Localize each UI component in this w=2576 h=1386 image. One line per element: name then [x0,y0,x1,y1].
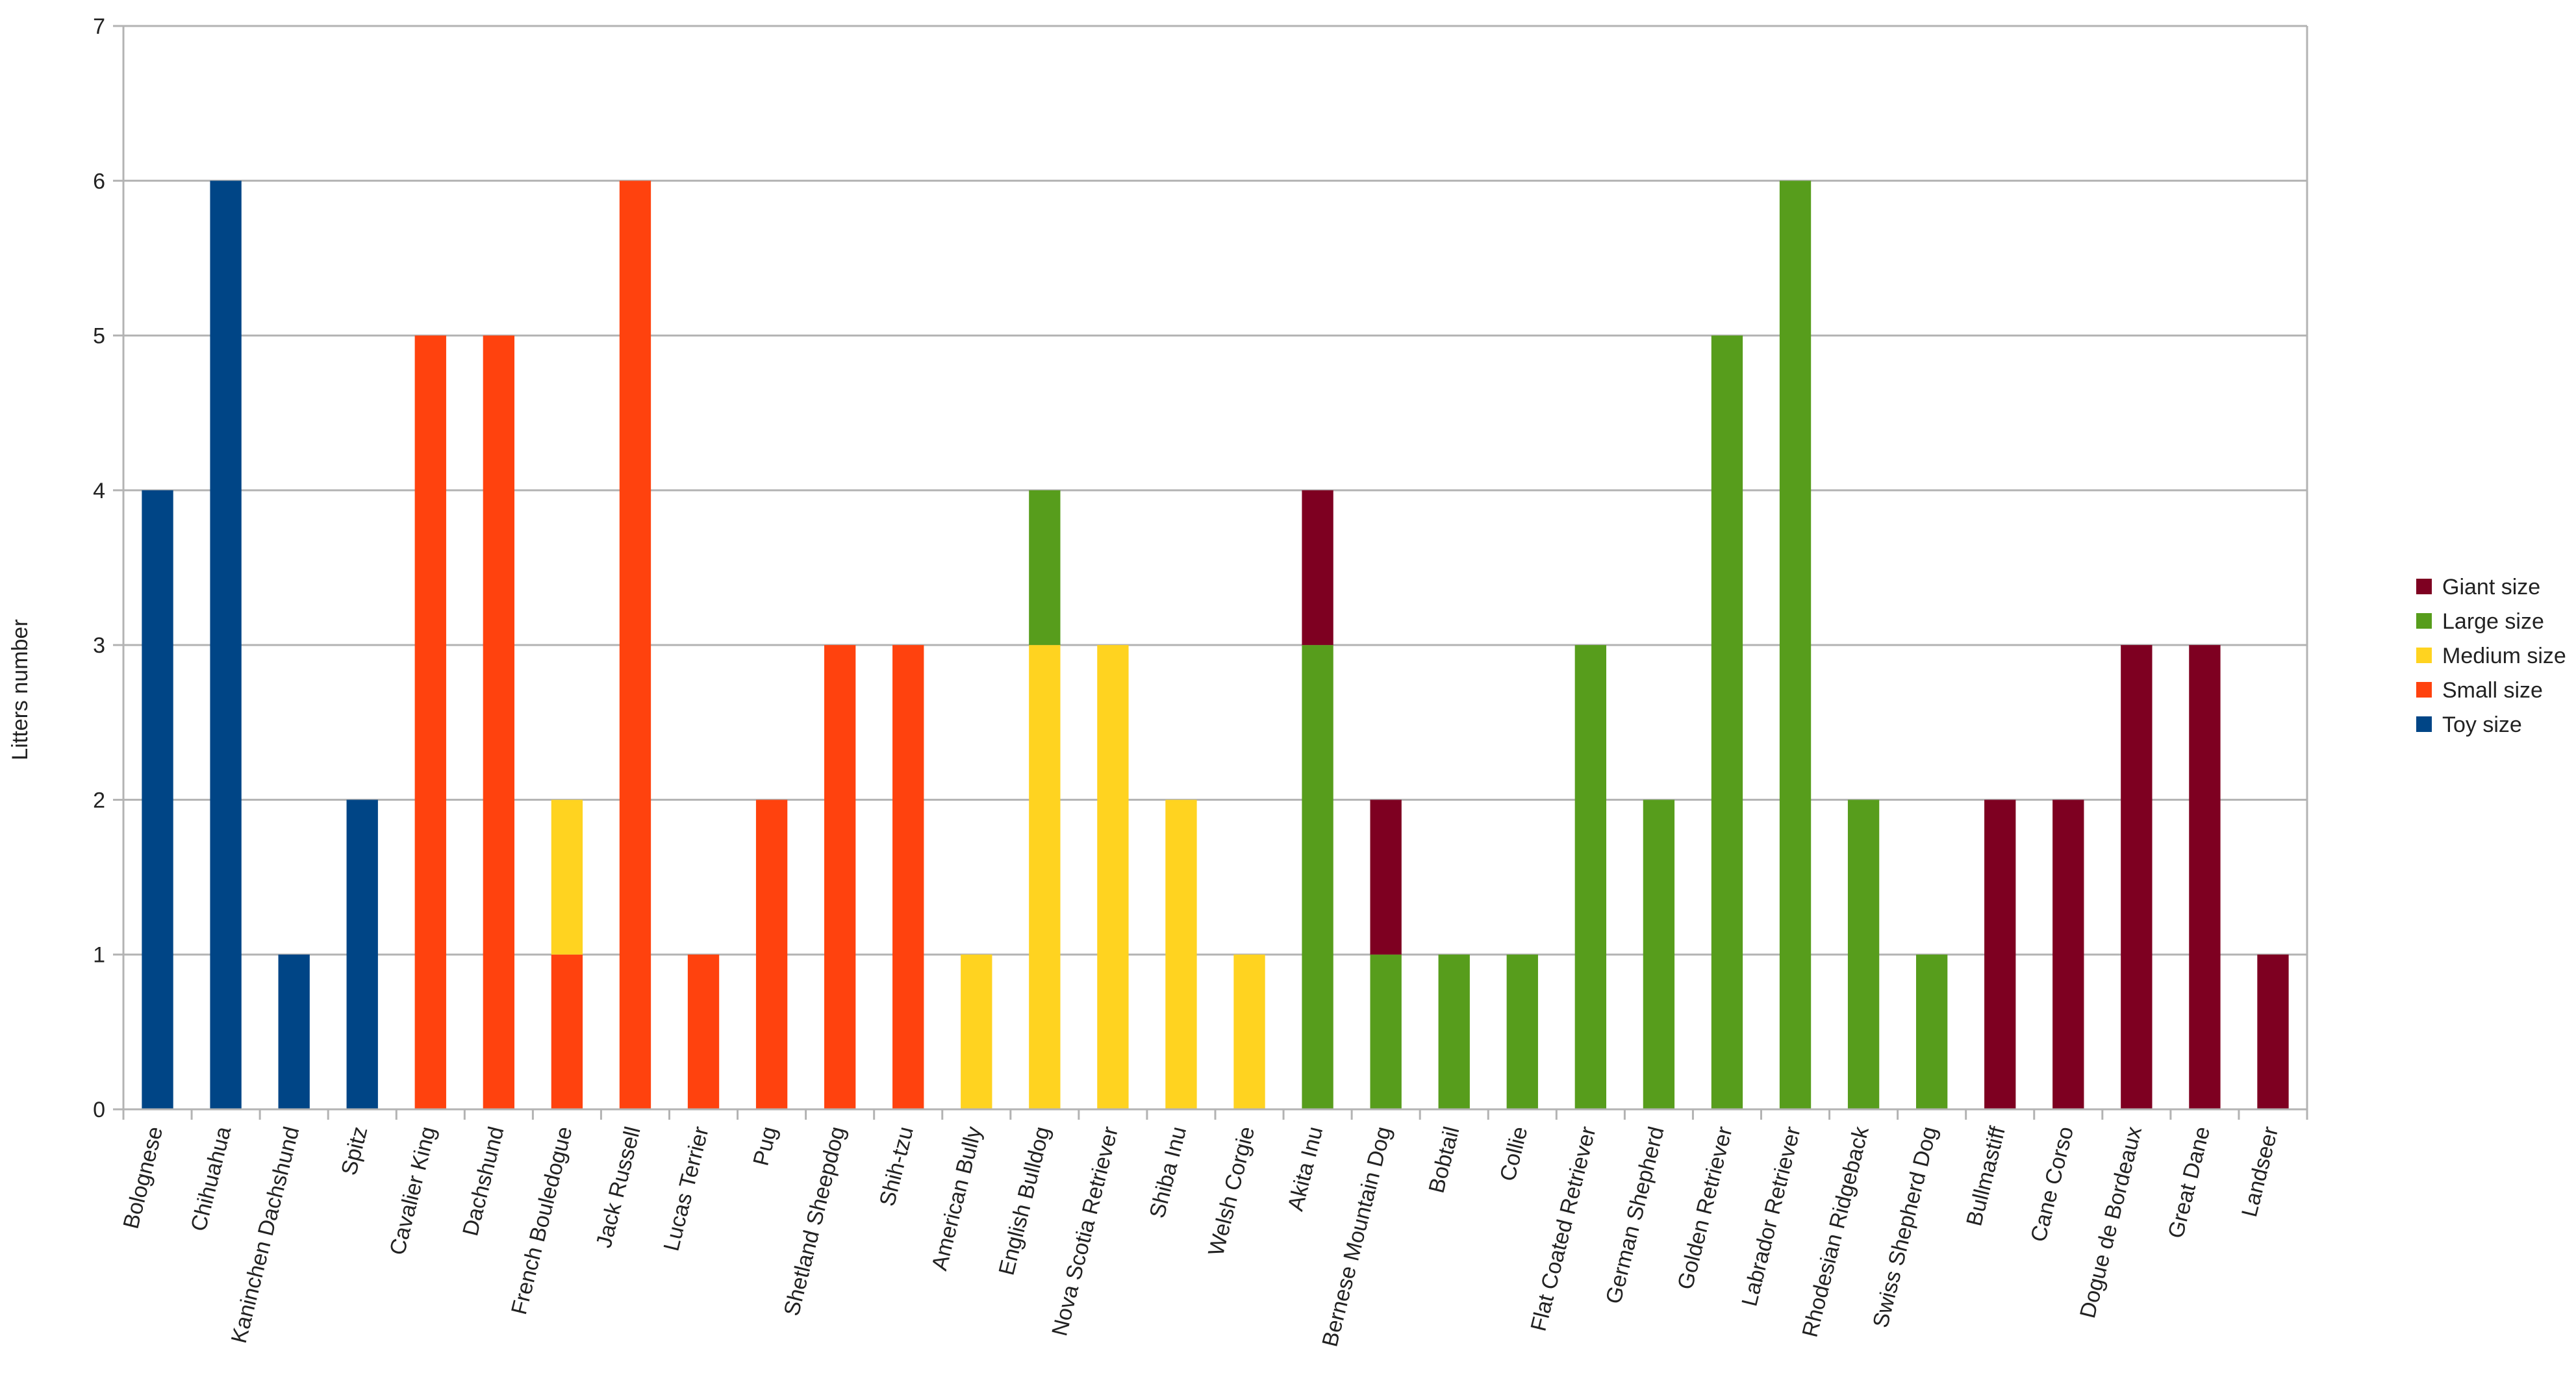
bar-segment [210,181,242,1110]
bar-segment [1302,645,1333,1109]
bar-segment [755,800,788,1109]
bar-segment [483,335,515,1109]
bar-segment [1779,181,1812,1110]
bar-segment [346,800,378,1109]
legend: Giant size Large size Medium size Small siz… [2416,575,2566,737]
legend-label: Toy size [2442,712,2522,737]
bar-segment [687,954,720,1109]
axes [122,26,2308,1120]
y-tick-label: 0 [93,1098,105,1122]
bar-segment [619,181,651,1110]
legend-swatch [2416,579,2432,594]
bar-segment [961,954,992,1109]
bar-segment [1643,800,1675,1109]
bar-segment [2052,800,2084,1109]
bar-segment [1029,645,1061,1109]
y-tick-label: 6 [93,169,105,194]
bar-segment [1097,645,1129,1109]
y-tick-labels: 0 1 2 3 4 5 6 7 [93,14,105,1122]
legend-label: Small size [2442,678,2543,703]
y-tick-label: 4 [93,479,105,503]
y-axis-title: Litters number [8,619,32,760]
bar-segment [892,645,924,1109]
bar-segment [278,954,310,1109]
bar-segment [1233,954,1265,1109]
legend-swatch [2416,716,2432,732]
bar-segment [1370,800,1402,955]
legend-swatch [2416,648,2432,663]
bar-segment [1506,954,1538,1109]
bar-segment [1438,954,1470,1109]
legend-label: Giant size [2442,575,2540,599]
bar-segment [1165,800,1197,1109]
bar-segment [414,335,446,1109]
bar-segment [824,645,856,1109]
y-tick-label: 7 [93,14,105,39]
bar-segment [551,800,583,955]
bar-segment [551,954,583,1109]
bar-segment [1915,954,1948,1109]
bar-segment [2121,645,2153,1109]
y-tick-label: 1 [93,943,105,968]
bar-segment [2257,954,2289,1109]
bar-segment [1984,800,2016,1109]
legend-label: Medium size [2442,644,2566,668]
legend-label: Large size [2442,609,2544,634]
bar-segment [1847,800,1880,1109]
y-tick-label: 5 [93,324,105,349]
y-tick-label: 2 [93,788,105,813]
legend-swatch [2416,682,2432,698]
bar-segment [1029,490,1061,646]
bar-segment [1711,335,1743,1109]
legend-swatch [2416,613,2432,629]
bar-segment [1370,954,1402,1109]
bar-segment [142,490,173,1109]
bar-segment [2189,645,2221,1109]
bars [142,181,2289,1110]
bar-segment [1302,490,1333,646]
bar-segment [1574,645,1607,1109]
y-tick-label: 3 [93,633,105,658]
